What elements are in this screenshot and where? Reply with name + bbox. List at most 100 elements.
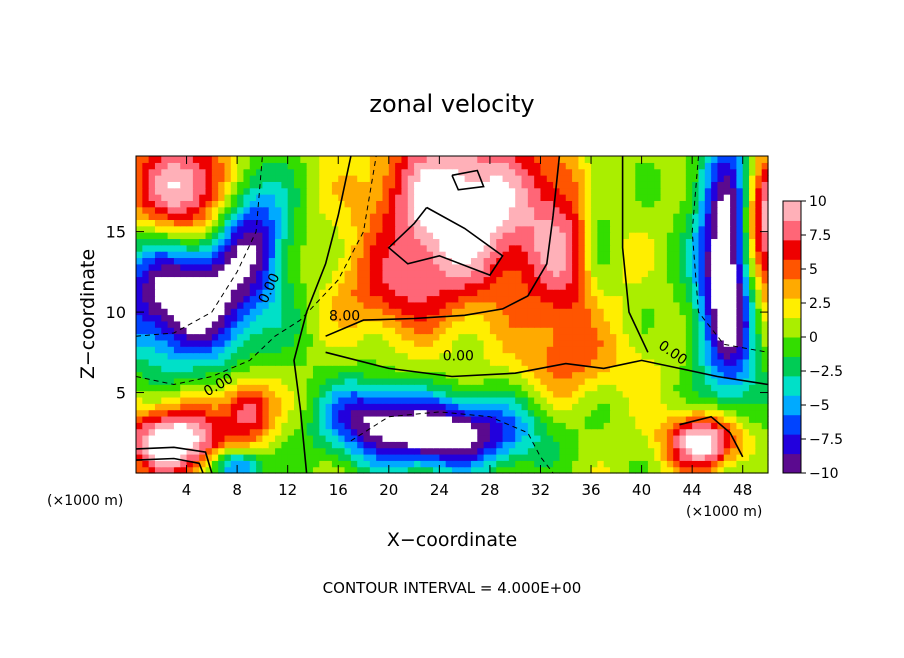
heatmap-cell xyxy=(534,384,542,392)
heatmap-cell xyxy=(553,282,561,290)
heatmap-cell xyxy=(742,396,750,404)
heatmap-cell xyxy=(420,219,428,227)
heatmap-cell xyxy=(325,333,333,341)
heatmap-cell xyxy=(350,301,358,309)
heatmap-cell xyxy=(243,282,251,290)
heatmap-cell xyxy=(502,276,510,284)
heatmap-cell xyxy=(167,422,175,430)
heatmap-cell xyxy=(237,238,245,246)
heatmap-cell xyxy=(167,162,175,170)
heatmap-cell xyxy=(142,244,150,252)
heatmap-cell xyxy=(262,422,270,430)
heatmap-cell xyxy=(439,441,447,449)
heatmap-cell xyxy=(736,409,744,417)
heatmap-cell xyxy=(647,251,655,259)
heatmap-cell xyxy=(578,453,586,461)
heatmap-cell xyxy=(711,396,719,404)
heatmap-cell xyxy=(230,238,238,246)
heatmap-cell xyxy=(540,365,548,373)
heatmap-cell xyxy=(338,168,346,176)
heatmap-cell xyxy=(243,301,251,309)
heatmap-cell xyxy=(584,270,592,278)
heatmap-cell xyxy=(477,219,485,227)
heatmap-cell xyxy=(723,327,731,335)
heatmap-cell xyxy=(704,282,712,290)
heatmap-cell xyxy=(237,314,245,322)
heatmap-cell xyxy=(199,295,207,303)
heatmap-cell xyxy=(388,168,396,176)
heatmap-cell xyxy=(641,422,649,430)
heatmap-cell xyxy=(281,181,289,189)
heatmap-cell xyxy=(275,447,282,455)
heatmap-cell xyxy=(628,194,636,201)
heatmap-cell xyxy=(180,244,188,252)
heatmap-cell xyxy=(628,409,636,417)
heatmap-cell xyxy=(237,409,245,417)
heatmap-cell xyxy=(167,263,175,271)
heatmap-cell xyxy=(591,168,598,176)
heatmap-cell xyxy=(496,187,504,195)
heatmap-cell xyxy=(388,308,396,316)
heatmap-cell xyxy=(654,447,662,455)
heatmap-cell xyxy=(433,200,440,208)
heatmap-cell xyxy=(357,396,365,404)
heatmap-cell xyxy=(407,194,415,201)
heatmap-cell xyxy=(230,327,238,335)
heatmap-cell xyxy=(199,263,207,271)
heatmap-cell xyxy=(679,460,687,468)
heatmap-cell xyxy=(256,175,263,182)
heatmap-cell xyxy=(180,441,188,449)
heatmap-cell xyxy=(249,181,257,189)
heatmap-cell xyxy=(496,466,504,474)
heatmap-cell xyxy=(262,339,270,347)
heatmap-cell xyxy=(679,219,687,227)
heatmap-cell xyxy=(243,403,251,411)
heatmap-cell xyxy=(540,213,548,220)
heatmap-cell xyxy=(249,200,257,208)
heatmap-cell xyxy=(205,447,213,455)
heatmap-cell xyxy=(401,327,409,335)
heatmap-cell xyxy=(761,200,769,208)
heatmap-cell xyxy=(357,238,365,246)
heatmap-cell xyxy=(426,244,434,252)
heatmap-cell xyxy=(262,194,270,201)
heatmap-cell xyxy=(161,162,169,170)
heatmap-cell xyxy=(704,396,712,404)
heatmap-cell xyxy=(654,415,662,423)
heatmap-cell xyxy=(692,194,700,201)
heatmap-cell xyxy=(256,270,263,278)
heatmap-cell xyxy=(654,308,662,316)
heatmap-cell xyxy=(338,289,346,297)
heatmap-cell xyxy=(477,213,485,220)
heatmap-cell xyxy=(319,441,327,449)
heatmap-cell xyxy=(445,263,453,271)
heatmap-cell xyxy=(382,175,390,182)
heatmap-cell xyxy=(237,162,245,170)
heatmap-cell xyxy=(508,466,516,474)
heatmap-cell xyxy=(369,162,377,170)
heatmap-cell xyxy=(521,194,529,201)
heatmap-cell xyxy=(154,213,162,220)
heatmap-cell xyxy=(654,441,662,449)
heatmap-cell xyxy=(407,434,415,442)
heatmap-cell xyxy=(616,377,624,385)
heatmap-cell xyxy=(439,358,447,366)
heatmap-cell xyxy=(445,365,453,373)
heatmap-cell xyxy=(654,156,662,163)
heatmap-cell xyxy=(338,263,346,271)
heatmap-cell xyxy=(262,377,270,385)
heatmap-cell xyxy=(433,238,440,246)
heatmap-cell xyxy=(376,333,384,341)
heatmap-cell xyxy=(180,403,188,411)
heatmap-cell xyxy=(281,200,289,208)
heatmap-cell xyxy=(477,453,485,461)
heatmap-cell xyxy=(508,314,516,322)
heatmap-cell xyxy=(243,276,251,284)
heatmap-cell xyxy=(521,434,529,442)
heatmap-cell xyxy=(268,270,276,278)
heatmap-cell xyxy=(458,320,466,328)
heatmap-cell xyxy=(300,251,308,259)
heatmap-cell xyxy=(218,251,226,259)
heatmap-cell xyxy=(578,194,586,201)
heatmap-cell xyxy=(527,282,535,290)
